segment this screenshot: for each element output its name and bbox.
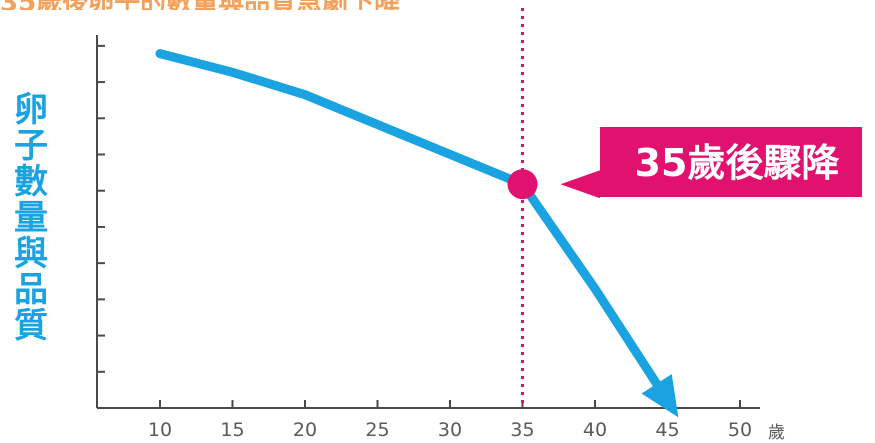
y-axis-label: 卵子數量與品質 [10,92,52,344]
x-tick-labels: 10 15 20 25 30 35 40 45 50 [148,419,752,441]
x-tick-label: 40 [583,419,607,441]
top-caption-text: 35歲後卵子的數量與品質急劇下降 [0,0,400,10]
x-tick-label: 25 [365,419,389,441]
y-axis-label-char: 數 [14,162,48,202]
x-tick-label: 20 [293,419,317,441]
x-tick-label: 35 [510,419,534,441]
x-tick-label: 10 [148,419,172,441]
x-tick-label: 15 [220,419,244,441]
annotation-text: 35歲後驟降 [635,141,840,185]
y-axis-label-char: 卵 [14,90,48,130]
y-axis-label-char: 品 [14,270,48,310]
series-group [155,49,679,418]
annotation-callout-box [560,127,862,199]
x-axis-unit-label: 歲 [768,423,785,443]
y-axis-label-char: 與 [14,234,48,274]
axes [96,35,760,409]
annotation-group: 35歲後驟降 [507,127,862,200]
y-axis-label-char: 子 [14,126,48,166]
x-tick-label: 45 [655,419,679,441]
x-tick-label: 30 [438,419,462,441]
top-caption: 35歲後卵子的數量與品質急劇下降 [0,0,520,10]
series-line [155,49,679,418]
annotation-marker [507,169,538,200]
x-tick-label: 50 [728,419,752,441]
y-axis-label-char: 質 [14,306,48,346]
y-axis-label-char: 量 [14,198,48,238]
